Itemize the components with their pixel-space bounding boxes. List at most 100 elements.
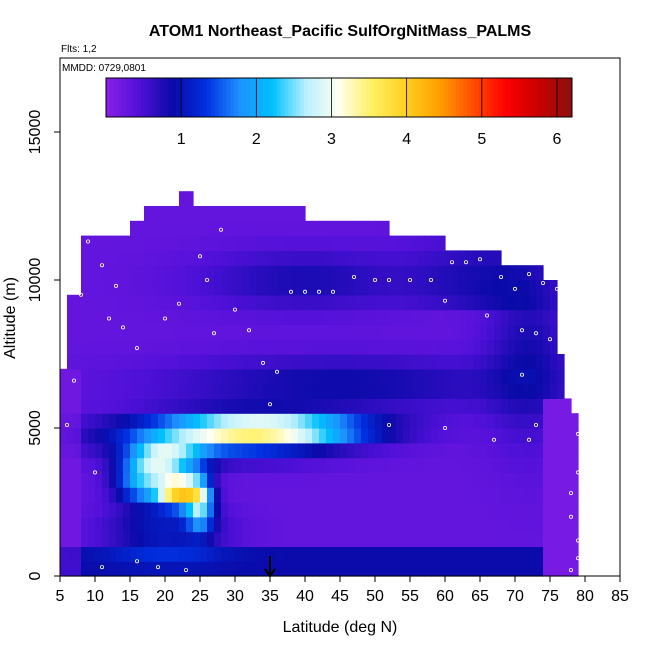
heatmap-cell — [333, 531, 341, 547]
heatmap-cell — [508, 339, 516, 355]
heatmap-cell — [424, 472, 432, 488]
heatmap-cell — [382, 531, 390, 547]
heatmap-cell — [326, 368, 334, 385]
heatmap-cell — [529, 428, 537, 444]
heatmap-cell — [88, 487, 96, 503]
heatmap-cell — [361, 354, 369, 370]
heatmap-cell — [375, 368, 383, 385]
heatmap-cell — [529, 383, 537, 399]
colorbar-segment — [323, 78, 328, 117]
heatmap-cell — [88, 413, 96, 429]
heatmap-cell — [144, 339, 152, 355]
heatmap-cell — [123, 398, 131, 414]
heatmap-cell — [326, 280, 334, 296]
heatmap-cell — [144, 398, 152, 414]
heatmap-cell — [74, 339, 82, 355]
heatmap-cell — [102, 428, 110, 444]
heatmap-cell — [452, 457, 460, 473]
heatmap-cell — [186, 354, 194, 370]
heatmap-cell — [417, 442, 425, 459]
heatmap-cell — [172, 487, 180, 503]
heatmap-cell — [193, 472, 201, 488]
heatmap-cell — [473, 413, 481, 429]
heatmap-cell — [389, 457, 397, 473]
heatmap-cell — [95, 235, 103, 251]
heatmap-cell — [487, 324, 495, 340]
heatmap-cell — [158, 516, 166, 533]
heatmap-cell — [81, 472, 89, 488]
heatmap-cell — [473, 383, 481, 399]
heatmap-cell — [277, 428, 285, 444]
heatmap-cell — [102, 368, 110, 385]
heatmap-cell — [466, 309, 474, 325]
heatmap-cell — [270, 531, 278, 547]
heatmap-cell — [193, 250, 201, 266]
heatmap-cell — [305, 502, 313, 518]
heatmap-cell — [130, 324, 138, 340]
heatmap-cell — [263, 516, 271, 533]
heatmap-cell — [228, 516, 236, 533]
heatmap-cell — [515, 457, 523, 473]
heatmap-cell — [543, 457, 551, 473]
heatmap-cell — [165, 324, 173, 340]
heatmap-cell — [249, 206, 257, 222]
heatmap-cell — [249, 472, 257, 488]
heatmap-cell — [389, 428, 397, 444]
heatmap-cell — [193, 265, 201, 281]
heatmap-cell — [550, 398, 558, 414]
heatmap-cell — [123, 354, 131, 370]
heatmap-cell — [410, 280, 418, 296]
heatmap-cell — [550, 294, 558, 311]
heatmap-cell — [375, 487, 383, 503]
heatmap-cell — [284, 546, 292, 562]
heatmap-cell — [354, 383, 362, 399]
heatmap-cell — [249, 250, 257, 266]
heatmap-cell — [480, 561, 488, 577]
heatmap-cell — [508, 368, 516, 385]
heatmap-cell — [242, 442, 250, 459]
heatmap-cell — [522, 265, 530, 281]
heatmap-cell — [494, 516, 502, 533]
heatmap-cell — [242, 398, 250, 414]
heatmap-cell — [200, 413, 208, 429]
heatmap-cell — [81, 250, 89, 266]
heatmap-cell — [354, 472, 362, 488]
heatmap-cell — [319, 442, 327, 459]
sample-point — [372, 277, 377, 282]
heatmap-cell — [375, 561, 383, 577]
heatmap-cell — [347, 398, 355, 414]
heatmap-cell — [410, 368, 418, 385]
heatmap-cell — [424, 383, 432, 399]
colorbar-segment — [280, 78, 286, 117]
heatmap-cell — [60, 516, 68, 533]
heatmap-cell — [389, 546, 397, 562]
heatmap-cell — [123, 368, 131, 385]
heatmap-cell — [340, 235, 348, 251]
heatmap-cell — [137, 531, 145, 547]
sample-point — [72, 378, 77, 383]
heatmap-cell — [151, 516, 159, 533]
heatmap-cell — [172, 250, 180, 266]
heatmap-cell — [151, 309, 159, 325]
heatmap-cell — [522, 398, 530, 414]
heatmap-cell — [116, 457, 124, 473]
heatmap-cell — [256, 546, 264, 562]
heatmap-cell — [487, 546, 495, 562]
colorbar-segment — [156, 78, 161, 117]
heatmap-cell — [382, 324, 390, 340]
sample-point — [155, 565, 160, 570]
sample-point — [114, 283, 119, 288]
heatmap-cell — [515, 265, 523, 281]
sample-point — [183, 568, 188, 573]
heatmap-cell — [550, 561, 558, 577]
heatmap-cell — [368, 531, 376, 547]
heatmap-cell — [270, 354, 278, 370]
heatmap-cell — [326, 398, 334, 414]
heatmap-cell — [473, 368, 481, 385]
heatmap-cell — [466, 368, 474, 385]
sample-point — [79, 292, 84, 297]
heatmap-cell — [417, 309, 425, 325]
colorbar-segment — [234, 78, 239, 117]
heatmap-cell — [543, 280, 551, 296]
heatmap-cell — [74, 413, 82, 429]
